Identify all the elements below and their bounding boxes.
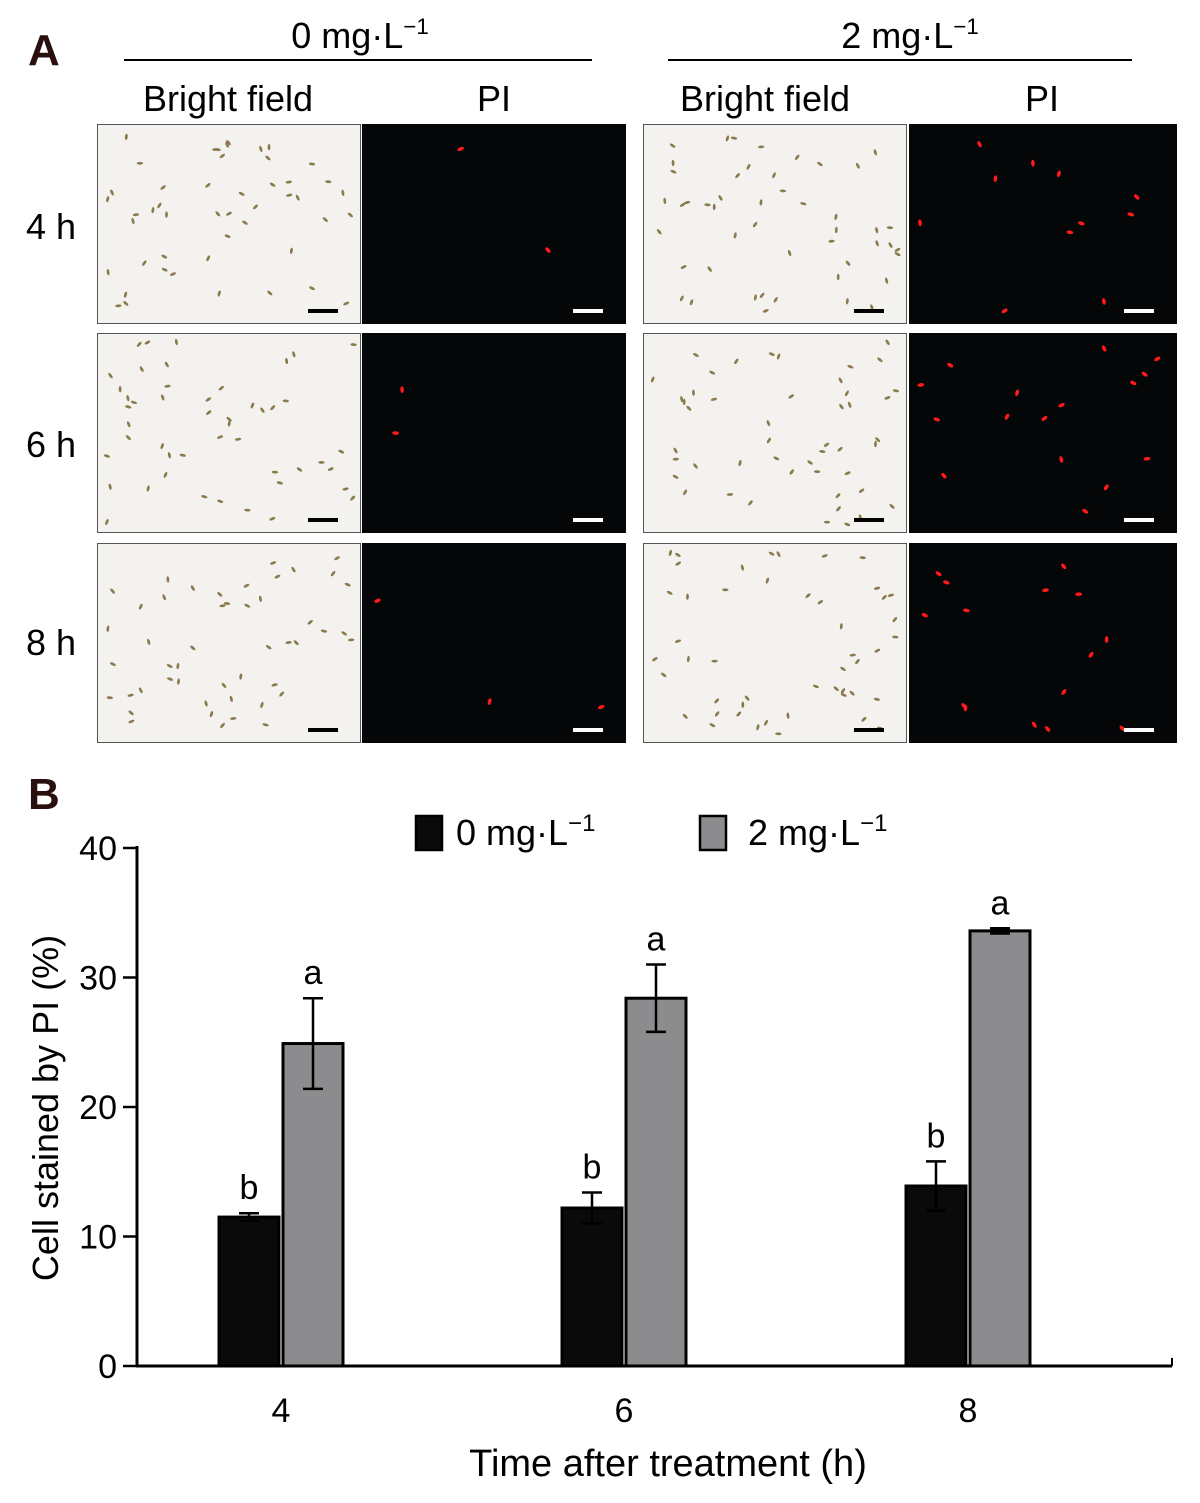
column-header-pi-0mg: PI bbox=[476, 78, 511, 119]
x-tick-label: 4 bbox=[272, 1392, 291, 1430]
micrograph-8h-pi-2mg bbox=[909, 543, 1177, 743]
scale-bar bbox=[1124, 518, 1154, 522]
scale-bar bbox=[854, 728, 884, 732]
panel-a: A 0 mg·L−1 2 mg·L−1 Bright field PI Brig… bbox=[26, 14, 1177, 743]
concentration-label-0mg: 0 mg·L−1 bbox=[291, 14, 429, 56]
scale-bar bbox=[573, 728, 603, 732]
bar-2mg-4h bbox=[281, 1042, 345, 1368]
micrograph-6h-pi-2mg bbox=[909, 333, 1177, 533]
y-tick-label: 20 bbox=[79, 1089, 117, 1127]
bar-2mg-6h bbox=[624, 996, 688, 1368]
micrograph-6h-bright-field-0mg bbox=[97, 333, 361, 533]
panel-b-letter: B bbox=[28, 770, 60, 819]
significance-letter: a bbox=[991, 884, 1010, 922]
legend-label-0mg: 0 mg·L−1 bbox=[456, 810, 595, 853]
scale-bar bbox=[308, 518, 338, 522]
micrograph-6h-bright-field-2mg bbox=[643, 333, 907, 533]
concentration-line-0mg bbox=[124, 59, 592, 61]
micrograph-4h-pi-2mg bbox=[909, 124, 1177, 324]
column-header-bright-field-0mg: Bright field bbox=[142, 78, 314, 119]
panel-a-letter: A bbox=[28, 26, 60, 75]
scale-bar bbox=[573, 309, 603, 313]
y-tick-label: 40 bbox=[79, 830, 117, 868]
scale-bar bbox=[854, 518, 884, 522]
scale-bar bbox=[1124, 309, 1154, 313]
micrograph-4h-pi-0mg bbox=[362, 124, 626, 324]
significance-letter: b bbox=[240, 1169, 259, 1207]
y-axis-title: Cell stained by PI (%) bbox=[25, 935, 66, 1281]
y-tick-label: 10 bbox=[79, 1219, 117, 1257]
significance-letter: b bbox=[583, 1148, 602, 1186]
micrograph-8h-bright-field-2mg bbox=[643, 543, 907, 743]
bar-0mg-4h bbox=[217, 1215, 281, 1368]
legend-swatch-2mg bbox=[698, 814, 728, 852]
concentration-line-2mg bbox=[668, 59, 1132, 61]
legend-swatch-0mg bbox=[414, 814, 444, 852]
micrograph-8h-bright-field-0mg bbox=[97, 543, 361, 743]
scale-bar bbox=[308, 728, 338, 732]
x-tick-label: 6 bbox=[615, 1392, 634, 1430]
significance-letter: a bbox=[647, 921, 666, 959]
panel-b: B 0 10 20 30 40 b a 4 b a 6 b a 8 Time after treatment… bbox=[0, 760, 1200, 1498]
scale-bar bbox=[1124, 728, 1154, 732]
x-axis-title: Time after treatment (h) bbox=[469, 1443, 867, 1485]
x-tick-label: 8 bbox=[959, 1392, 978, 1430]
row-label-4h: 4 h bbox=[26, 206, 77, 247]
bar-0mg-8h bbox=[904, 1184, 968, 1368]
significance-letter: b bbox=[927, 1117, 946, 1155]
column-header-pi-2mg: PI bbox=[1024, 78, 1059, 119]
scale-bar bbox=[573, 518, 603, 522]
micrograph-4h-bright-field-2mg bbox=[643, 124, 907, 324]
bar-0mg-6h bbox=[560, 1206, 624, 1368]
concentration-label-2mg: 2 mg·L−1 bbox=[841, 14, 979, 56]
scale-bar bbox=[854, 309, 884, 313]
column-header-bright-field-2mg: Bright field bbox=[679, 78, 851, 119]
significance-letter: a bbox=[304, 954, 323, 992]
y-tick-label: 0 bbox=[98, 1348, 117, 1386]
y-tick-label: 30 bbox=[79, 960, 117, 998]
micrograph-6h-pi-0mg bbox=[362, 333, 626, 533]
bar-chart: 0 10 20 30 40 b a 4 b a 6 b a 8 Time after treatment (… bbox=[25, 810, 1173, 1485]
row-label-8h: 8 h bbox=[26, 622, 77, 663]
legend-label-2mg: 2 mg·L−1 bbox=[748, 810, 887, 853]
bar-2mg-8h bbox=[968, 929, 1032, 1368]
row-label-6h: 6 h bbox=[26, 424, 77, 465]
scale-bar bbox=[308, 309, 338, 313]
micrograph-4h-bright-field-0mg bbox=[97, 124, 361, 324]
micrograph-8h-pi-0mg bbox=[362, 543, 626, 743]
